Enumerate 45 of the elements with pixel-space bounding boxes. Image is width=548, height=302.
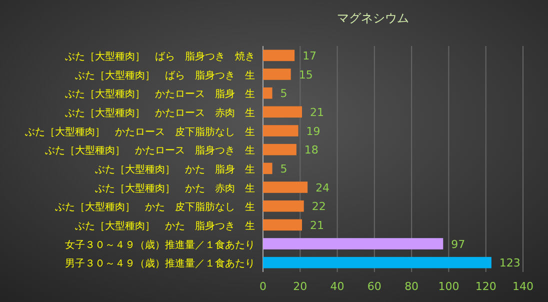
bar	[263, 238, 444, 250]
y-tick-label: ぶた［大型種肉］ かた 赤肉 生	[95, 182, 255, 194]
y-tick-label: ぶた［大型種肉］ かたロース 皮下脂肪なし 生	[25, 126, 255, 138]
data-label: 97	[451, 238, 466, 251]
data-label: 21	[310, 106, 324, 119]
bar	[263, 50, 295, 62]
bar	[263, 106, 302, 118]
x-tick-label: 100	[438, 280, 460, 293]
y-tick-label: ぶた［大型種肉］ ばら 脂身つき 焼き	[65, 50, 255, 62]
y-tick-label: ぶた［大型種肉］ かた 脂身つき 生	[75, 220, 255, 232]
y-tick-label: ぶた［大型種肉］ かた 脂身 生	[95, 163, 255, 176]
bar	[263, 144, 296, 156]
y-tick-label: ぶた［大型種肉］ かたロース 脂身つき 生	[45, 144, 255, 157]
data-label: 17	[302, 49, 317, 62]
data-label: 123	[499, 256, 520, 270]
y-tick-label: 女子３０～４９（歳）推進量／１食あたり	[65, 238, 255, 251]
x-tick-label: 60	[367, 280, 382, 293]
data-label: 22	[312, 200, 326, 214]
x-tick-label: 120	[475, 280, 496, 293]
bar	[263, 200, 304, 212]
x-tick-label: 140	[512, 280, 534, 293]
data-label: 5	[280, 162, 288, 176]
bar	[263, 125, 298, 136]
y-tick-label: 男子３０～４９（歳）推進量／１食あたり	[65, 258, 255, 270]
chart-title: マグネシウム	[337, 11, 409, 25]
y-tick-label: ぶた［大型種肉］ ばら 脂身つき 生	[75, 69, 255, 82]
data-label: 21	[310, 218, 324, 232]
x-tick-label: 80	[404, 280, 419, 293]
y-tick-label: ぶた［大型種肉］ かたロース 赤肉 生	[65, 106, 255, 119]
y-tick-label: ぶた［大型種肉］ かた 皮下脂肪なし 生	[55, 201, 255, 214]
bar	[263, 182, 308, 193]
bar	[263, 219, 302, 231]
data-label: 24	[316, 181, 330, 194]
bar	[263, 162, 272, 174]
x-tick-label: 0	[260, 280, 266, 293]
bar	[263, 68, 291, 80]
data-label: 18	[304, 144, 318, 157]
data-label: 5	[280, 87, 288, 100]
y-tick-label: ぶた［大型種肉］ かたロース 脂身 生	[65, 88, 255, 100]
bar	[263, 87, 272, 99]
data-label: 19	[306, 124, 320, 138]
x-tick-label: 20	[293, 280, 308, 293]
x-tick-label: 40	[330, 280, 344, 293]
data-label: 15	[298, 68, 313, 82]
bar	[263, 256, 492, 268]
